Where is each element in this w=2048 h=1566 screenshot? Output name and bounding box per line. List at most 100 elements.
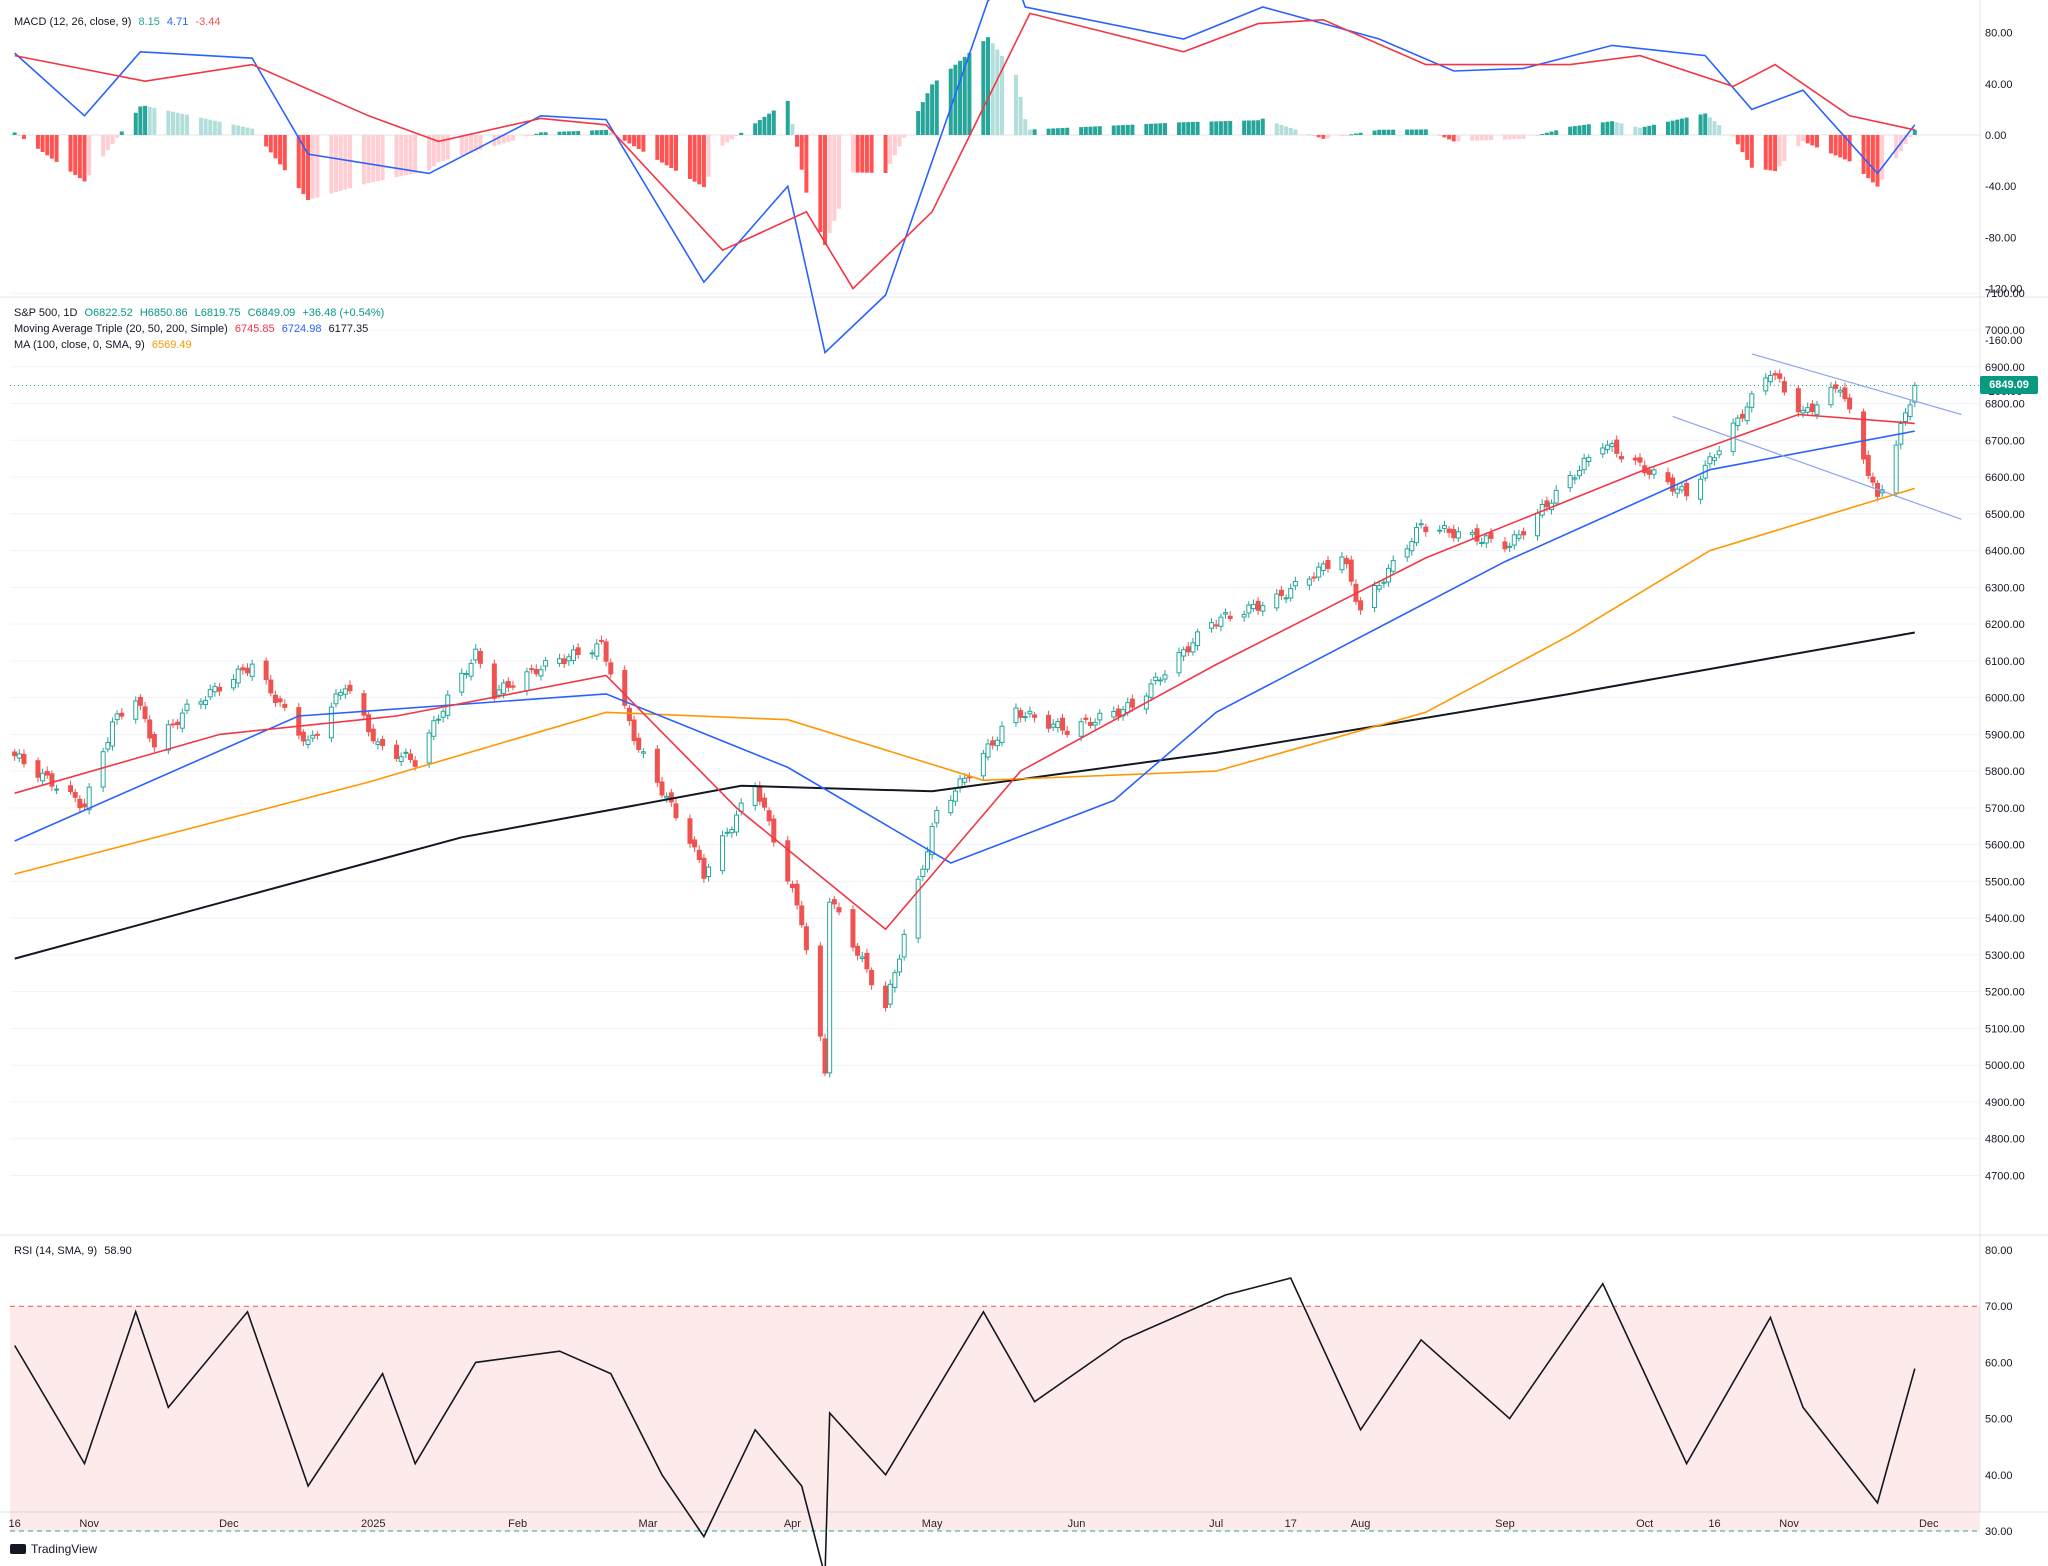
macd-histogram-bar [995, 49, 1000, 135]
macd-histogram-bar [1749, 135, 1754, 168]
candle-body [184, 703, 190, 711]
candle-body [1372, 585, 1378, 609]
macd-histogram-bar [310, 135, 315, 199]
candle-body [459, 672, 465, 693]
tradingview-logo[interactable]: TradingView [10, 1542, 97, 1556]
candle-body [1576, 469, 1582, 477]
candle-body [1260, 605, 1266, 612]
macd-histogram-bar [473, 135, 478, 152]
candle-body [1441, 525, 1447, 529]
candle-body [1246, 604, 1252, 614]
candle-body [1800, 409, 1806, 414]
macd-histogram-bar [54, 135, 59, 162]
macd-histogram-bar [1796, 135, 1801, 147]
candle-body [86, 786, 92, 811]
candle-body [1833, 384, 1839, 389]
candle-body [72, 792, 78, 798]
candle-body [724, 831, 730, 834]
candle-body [640, 751, 646, 754]
candle-body [366, 714, 372, 733]
price-tick: 6300.00 [1985, 582, 2025, 594]
ma100-label: MA (100, close, 0, SMA, 9) [14, 339, 145, 351]
candle-body [1092, 721, 1098, 726]
macd-histogram-bar [999, 55, 1004, 135]
ohlc-close: C6849.09 [247, 307, 296, 319]
candle-body [1064, 730, 1070, 735]
macd-histogram-bar [264, 135, 269, 147]
candle-body [1213, 624, 1219, 627]
candle-body [1185, 646, 1191, 653]
candle-body [491, 663, 497, 699]
macd-histogram-bar [212, 120, 217, 135]
rsi-tick: 30.00 [1985, 1526, 2013, 1538]
candle-body [631, 719, 637, 742]
macd-histogram-bar [524, 135, 529, 137]
candle-body [1684, 482, 1690, 497]
macd-tick: 80.00 [1985, 28, 2013, 40]
candle-body [1795, 388, 1801, 413]
macd-histogram-bar [40, 135, 45, 153]
candle-body [240, 667, 246, 671]
macd-histogram-bar [464, 135, 469, 155]
candle-body [1153, 676, 1159, 681]
macd-histogram-bar [1833, 135, 1838, 156]
macd-histogram-bar [1880, 135, 1885, 180]
macd-histogram-bar [1176, 122, 1181, 135]
macd-histogram-bar [655, 135, 660, 160]
candle-body [249, 663, 255, 677]
candle-body [1325, 559, 1331, 569]
candle-body [1358, 600, 1364, 611]
candle-body [822, 1038, 828, 1074]
macd-histogram-bar [1582, 124, 1587, 135]
macd-histogram-bar [818, 135, 823, 232]
rsi-label: RSI (14, SMA, 9) [14, 1245, 98, 1257]
macd-histogram-bar [343, 135, 348, 190]
macd-histogram-bar [380, 135, 385, 181]
x-axis-label: Dec [1919, 1518, 1939, 1530]
macd-histogram-bar [697, 135, 702, 185]
macd-histogram-bar [1279, 124, 1284, 135]
macd-histogram-bar [967, 52, 972, 135]
macd-histogram-bar [506, 135, 511, 142]
candle-body [594, 643, 600, 657]
macd-histogram-bar [1051, 128, 1056, 135]
macd-histogram-bar [273, 135, 278, 159]
candle-body [1544, 500, 1550, 508]
candle-body [142, 706, 148, 720]
macd-histogram-bar [1358, 132, 1363, 135]
macd-histogram-bar [1316, 135, 1321, 138]
macd-histogram-bar [1712, 121, 1717, 135]
macd-tick: -120.00 [1985, 284, 2022, 296]
candle-body [1083, 717, 1089, 720]
macd-histogram-bar [68, 135, 73, 172]
candle-body [426, 732, 432, 764]
candle-body [408, 753, 414, 760]
candle-body [1018, 710, 1024, 718]
candle-body [1507, 545, 1513, 548]
candle-body [603, 641, 609, 662]
candle-body [1893, 444, 1899, 494]
x-axis-label: Mar [639, 1518, 658, 1530]
macd-histogram-bar [608, 132, 613, 135]
candle-body [789, 883, 795, 888]
macd-histogram-bar [1912, 129, 1917, 135]
macd-histogram-bar [1097, 126, 1102, 135]
candle-body [282, 703, 288, 708]
macd-histogram-bar [1470, 135, 1475, 141]
macd-histogram-bar [622, 135, 627, 141]
macd-histogram-bar [1679, 118, 1684, 135]
macd-histogram-bar [12, 132, 17, 135]
macd-histogram-bar [1903, 135, 1908, 145]
candle-body [305, 739, 311, 745]
macd-histogram-bar [296, 135, 301, 189]
candle-body [468, 663, 474, 677]
macd-histogram-bar [1451, 135, 1456, 142]
candle-body [1632, 457, 1638, 461]
macd-histogram-bar [1610, 121, 1615, 135]
price-tick: 6800.00 [1985, 399, 2025, 411]
candle-body [734, 814, 740, 833]
candle-body [1847, 397, 1853, 410]
macd-histogram-bar [1782, 135, 1787, 162]
macd-histogram-bar [17, 135, 22, 136]
